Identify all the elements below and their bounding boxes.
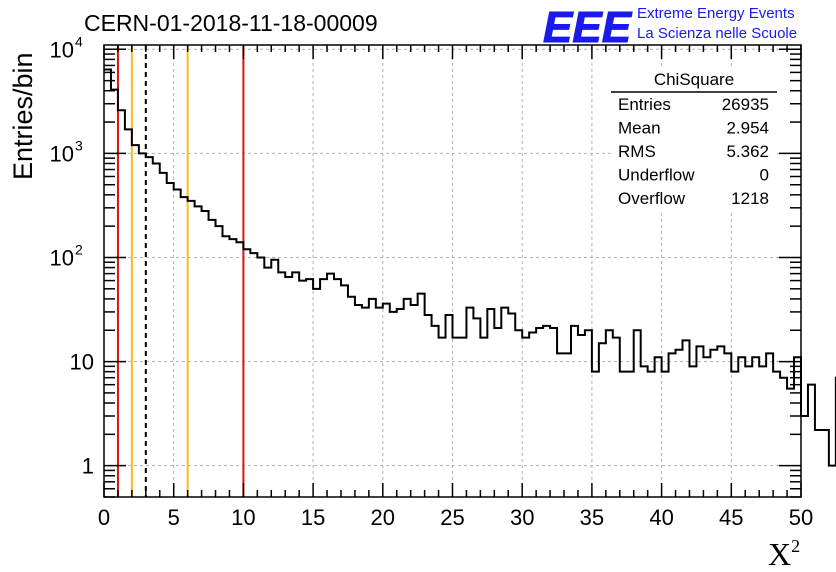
x-tick-label: 20 xyxy=(371,505,395,530)
y-tick-label-exponent: 3 xyxy=(75,137,83,153)
x-axis-label: X2 xyxy=(768,536,800,572)
eee-logo: EEE Extreme Energy Events La Scienza nel… xyxy=(543,3,798,53)
x-tick-label: 40 xyxy=(649,505,673,530)
logo-line-1: Extreme Energy Events xyxy=(637,5,795,22)
y-tick-label: 10 xyxy=(50,141,74,166)
stats-rows: Entries 26935 Mean 2.954 RMS 5.362 Underflow 0 O… xyxy=(618,95,769,208)
stats-row-label: Overflow xyxy=(618,189,686,208)
chart-title: CERN-01-2018-11-18-00009 xyxy=(84,10,378,36)
stats-box-background xyxy=(611,66,777,212)
x-tick-label: 35 xyxy=(580,505,604,530)
histogram-series xyxy=(104,68,836,467)
stats-row-label: Entries xyxy=(618,95,671,114)
stats-row-value: 5.362 xyxy=(726,142,769,161)
x-tick-label: 10 xyxy=(231,505,255,530)
stats-row-label: Mean xyxy=(618,119,661,138)
x-tick-label: 0 xyxy=(98,505,110,530)
x-tick-labels: 0 5 10 15 20 25 30 35 40 45 50 xyxy=(98,505,813,530)
stats-row-value: 1218 xyxy=(731,189,769,208)
y-tick-label: 10 xyxy=(50,245,74,270)
stats-row-label: Underflow xyxy=(618,166,695,185)
x-tick-label: 15 xyxy=(301,505,325,530)
axis-ticks xyxy=(103,45,802,498)
stats-title: ChiSquare xyxy=(654,70,734,89)
x-axis-label-superscript: 2 xyxy=(791,536,800,556)
x-tick-label: 30 xyxy=(510,505,534,530)
stats-row-label: RMS xyxy=(618,142,656,161)
x-tick-label: 25 xyxy=(440,505,464,530)
y-tick-label-exponent: 4 xyxy=(75,33,83,49)
x-tick-label: 45 xyxy=(719,505,743,530)
stats-row-value: 26935 xyxy=(722,95,769,114)
y-tick-label: 10 xyxy=(50,37,74,62)
logo-line-2: La Scienza nelle Scuole xyxy=(637,25,797,42)
x-tick-label: 5 xyxy=(168,505,180,530)
y-tick-label-exponent: 2 xyxy=(75,241,83,257)
vertical-lines xyxy=(116,45,245,497)
stats-box: ChiSquare Entries 26935 Mean 2.954 RMS 5.362 U… xyxy=(611,66,777,212)
y-axis-label: Entries/bin xyxy=(8,52,38,180)
y-tick-label: 1 xyxy=(82,454,94,479)
x-axis-label-main: X xyxy=(768,536,791,572)
y-tick-label: 10 xyxy=(70,350,94,375)
logo-acronym: EEE xyxy=(543,3,633,52)
stats-row-value: 2.954 xyxy=(726,119,769,138)
x-tick-label: 50 xyxy=(789,505,813,530)
stats-row-value: 0 xyxy=(760,166,769,185)
